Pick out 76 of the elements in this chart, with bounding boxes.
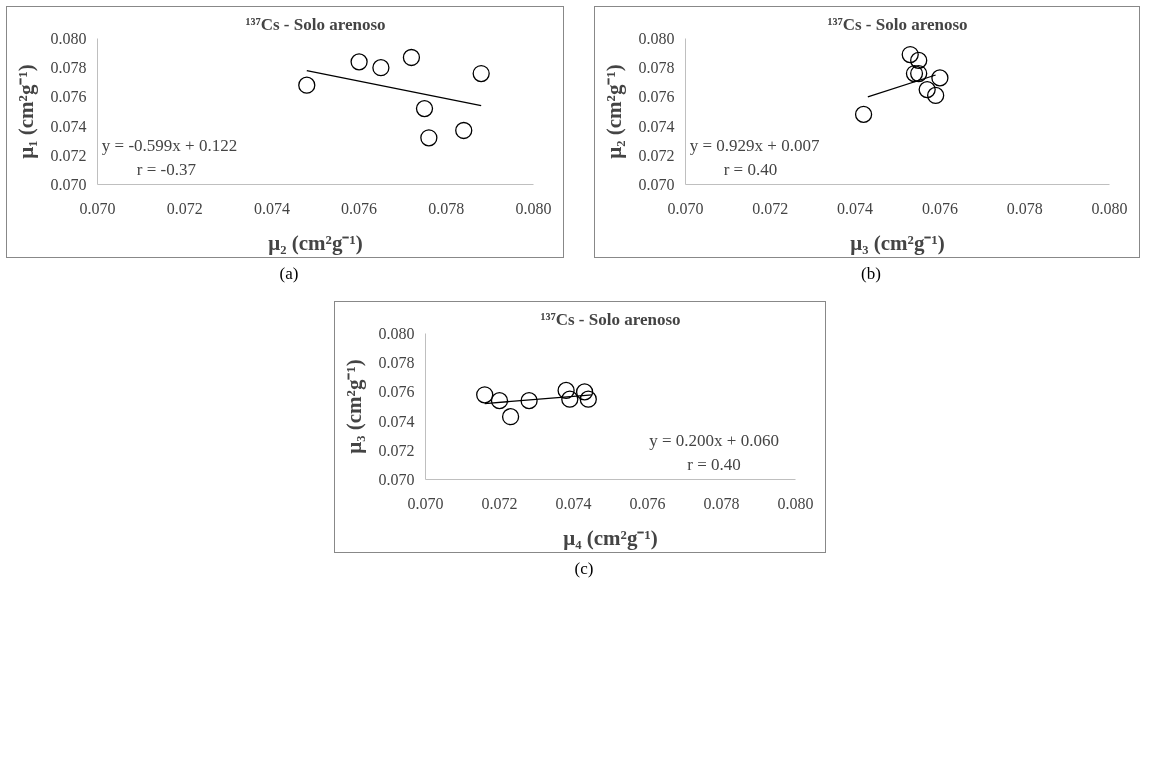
x-tick-label: 0.078 xyxy=(703,494,740,512)
y-tick-label: 0.074 xyxy=(378,412,415,430)
point xyxy=(350,53,368,71)
y-tick-label: 0.078 xyxy=(638,59,675,77)
y-tick-label: 0.076 xyxy=(638,88,675,106)
point xyxy=(402,48,421,67)
point xyxy=(455,121,473,140)
y-tick-label: 0.074 xyxy=(50,117,87,135)
text: (a) xyxy=(279,263,299,285)
x-tick-label: 0.074 xyxy=(555,494,592,512)
point xyxy=(910,51,928,70)
y-tick-label: 0.070 xyxy=(378,471,415,489)
point xyxy=(557,382,575,400)
point xyxy=(905,64,924,83)
x-tick-label: 0.076 xyxy=(341,199,378,217)
point xyxy=(298,76,316,94)
chart-title: ¹³⁷Cs - Solo arenoso xyxy=(540,309,681,329)
point xyxy=(420,129,438,147)
x-tick-label: 0.072 xyxy=(166,199,203,217)
y-axis-title: μ₃ (cm²g⁻¹) xyxy=(341,359,366,454)
x-axis-title: μ₂ (cm²g⁻¹) xyxy=(268,230,363,255)
chart-title: ¹³⁷Cs - Solo arenoso xyxy=(245,14,386,34)
x-tick-label: 0.076 xyxy=(921,199,958,217)
point xyxy=(854,105,873,124)
x-tick-label: 0.074 xyxy=(253,199,290,217)
x-tick-label: 0.080 xyxy=(1091,199,1128,217)
chart-title: ¹³⁷Cs - Solo arenoso xyxy=(827,14,968,34)
point xyxy=(501,408,520,426)
y-tick-label: 0.072 xyxy=(638,146,675,164)
y-tick-label: 0.080 xyxy=(50,30,87,47)
point xyxy=(490,392,509,410)
point xyxy=(579,390,597,409)
y-tick-label: 0.078 xyxy=(378,354,415,372)
annotation: y = 0.200x + 0.060 xyxy=(649,430,779,450)
x-tick-label: 0.070 xyxy=(407,494,444,512)
x-axis-title: μ₃ (cm²g⁻¹) xyxy=(850,230,945,255)
text: (b) xyxy=(861,263,881,285)
y-tick-label: 0.072 xyxy=(378,442,415,460)
text: (c) xyxy=(574,558,594,581)
point xyxy=(918,80,936,99)
x-tick-label: 0.070 xyxy=(667,199,704,217)
point xyxy=(931,69,949,87)
y-tick-label: 0.072 xyxy=(50,146,87,164)
y-tick-label: 0.078 xyxy=(50,59,87,77)
point xyxy=(472,64,490,83)
x-axis-title: μ₄ (cm²g⁻¹) xyxy=(563,525,658,550)
annotation: y = -0.599x + 0.122 xyxy=(101,135,238,155)
point xyxy=(372,59,390,77)
point xyxy=(561,390,579,409)
x-tick-label: 0.078 xyxy=(1006,199,1043,217)
point xyxy=(901,45,919,64)
x-tick-label: 0.072 xyxy=(481,494,518,512)
x-tick-label: 0.080 xyxy=(515,199,552,217)
y-tick-label: 0.080 xyxy=(638,30,675,47)
y-tick-label: 0.070 xyxy=(638,176,675,193)
y-tick-label: 0.070 xyxy=(50,176,87,193)
y-axis-title: μ₁ (cm²g⁻¹) xyxy=(13,64,38,159)
y-tick-label: 0.076 xyxy=(50,88,87,106)
annotation: r = 0.40 xyxy=(723,160,778,180)
x-tick-label: 0.072 xyxy=(752,199,789,217)
point xyxy=(910,64,928,83)
y-tick-label: 0.074 xyxy=(638,117,675,135)
x-tick-label: 0.078 xyxy=(428,199,465,217)
point xyxy=(415,99,434,118)
x-tick-label: 0.080 xyxy=(777,494,814,512)
annotation: r = 0.40 xyxy=(687,455,741,475)
point xyxy=(927,86,945,105)
point xyxy=(476,386,494,404)
annotation: y = 0.929x + 0.007 xyxy=(689,135,820,155)
y-tick-label: 0.076 xyxy=(378,383,415,401)
annotation: r = -0.37 xyxy=(136,160,197,180)
y-tick-label: 0.080 xyxy=(378,325,415,343)
x-tick-label: 0.074 xyxy=(837,199,874,217)
point xyxy=(520,392,538,410)
x-tick-label: 0.070 xyxy=(79,199,116,217)
y-axis-title: μ₂ (cm²g⁻¹) xyxy=(601,64,626,159)
